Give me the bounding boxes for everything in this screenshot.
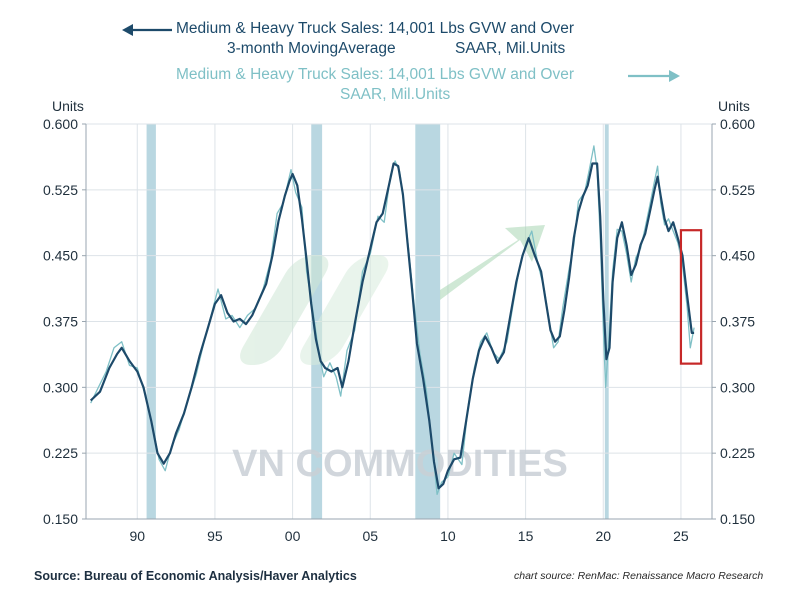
right-y-axis-label: Units xyxy=(718,98,750,114)
legend-series1-method: 3-month MovingAverage xyxy=(227,40,396,57)
watermark-arrow-icon xyxy=(440,225,545,300)
left-y-tick-label-6: 0.600 xyxy=(43,116,78,132)
right-y-tick-label-1: 0.225 xyxy=(720,445,755,461)
legend-series2-line1: Medium & Heavy Truck Sales: 14,001 Lbs G… xyxy=(176,66,575,83)
x-tick-label-0: 90 xyxy=(129,528,145,544)
highlight-box xyxy=(679,229,703,365)
x-tick-label-7: 25 xyxy=(673,528,689,544)
x-tick-label-2: 00 xyxy=(285,528,301,544)
right-y-tick-label-5: 0.525 xyxy=(720,182,755,198)
left-y-tick-label-2: 0.300 xyxy=(43,379,78,395)
left-y-tick-label-4: 0.450 xyxy=(43,248,78,264)
legend: Medium & Heavy Truck Sales: 14,001 Lbs G… xyxy=(0,0,800,110)
right-y-tick-label-0: 0.150 xyxy=(720,511,755,527)
left-y-tick-label-0: 0.150 xyxy=(43,511,78,527)
legend-series1-line1: Medium & Heavy Truck Sales: 14,001 Lbs G… xyxy=(176,20,575,37)
right-arrow-icon xyxy=(628,70,680,82)
chart-source-note: chart source: RenMac: Renaissance Macro … xyxy=(514,570,764,582)
left-y-tick-label-3: 0.375 xyxy=(43,314,78,330)
left-y-axis-label: Units xyxy=(52,98,84,114)
legend-series2-units: SAAR, Mil.Units xyxy=(340,86,451,103)
x-tick-label-4: 10 xyxy=(440,528,456,544)
watermark-bar-left xyxy=(240,255,329,365)
watermark: VN COMMODITIES xyxy=(232,225,568,485)
truck-sales-chart: VN COMMODITIES 0.150 0.225 0.300 0.375 0.450… xyxy=(43,98,755,544)
right-y-tick-label-4: 0.450 xyxy=(720,248,755,264)
right-y-tick-label-2: 0.300 xyxy=(720,379,755,395)
source-note: Source: Bureau of Economic Analysis/Have… xyxy=(34,569,357,583)
series-line-0 xyxy=(89,162,695,490)
left-y-tick-label-5: 0.525 xyxy=(43,182,78,198)
right-y-tick-label-3: 0.375 xyxy=(720,314,755,330)
left-arrow-icon xyxy=(122,24,172,36)
x-tick-label-1: 95 xyxy=(207,528,223,544)
right-y-tick-label-6: 0.600 xyxy=(720,116,755,132)
watermark-bar-right xyxy=(300,255,389,365)
left-y-tick-label-1: 0.225 xyxy=(43,445,78,461)
x-tick-label-5: 15 xyxy=(518,528,534,544)
x-tick-label-3: 05 xyxy=(362,528,378,544)
watermark-text: VN COMMODITIES xyxy=(232,443,568,485)
x-tick-label-6: 20 xyxy=(595,528,611,544)
legend-series1-units: SAAR, Mil.Units xyxy=(455,40,566,57)
